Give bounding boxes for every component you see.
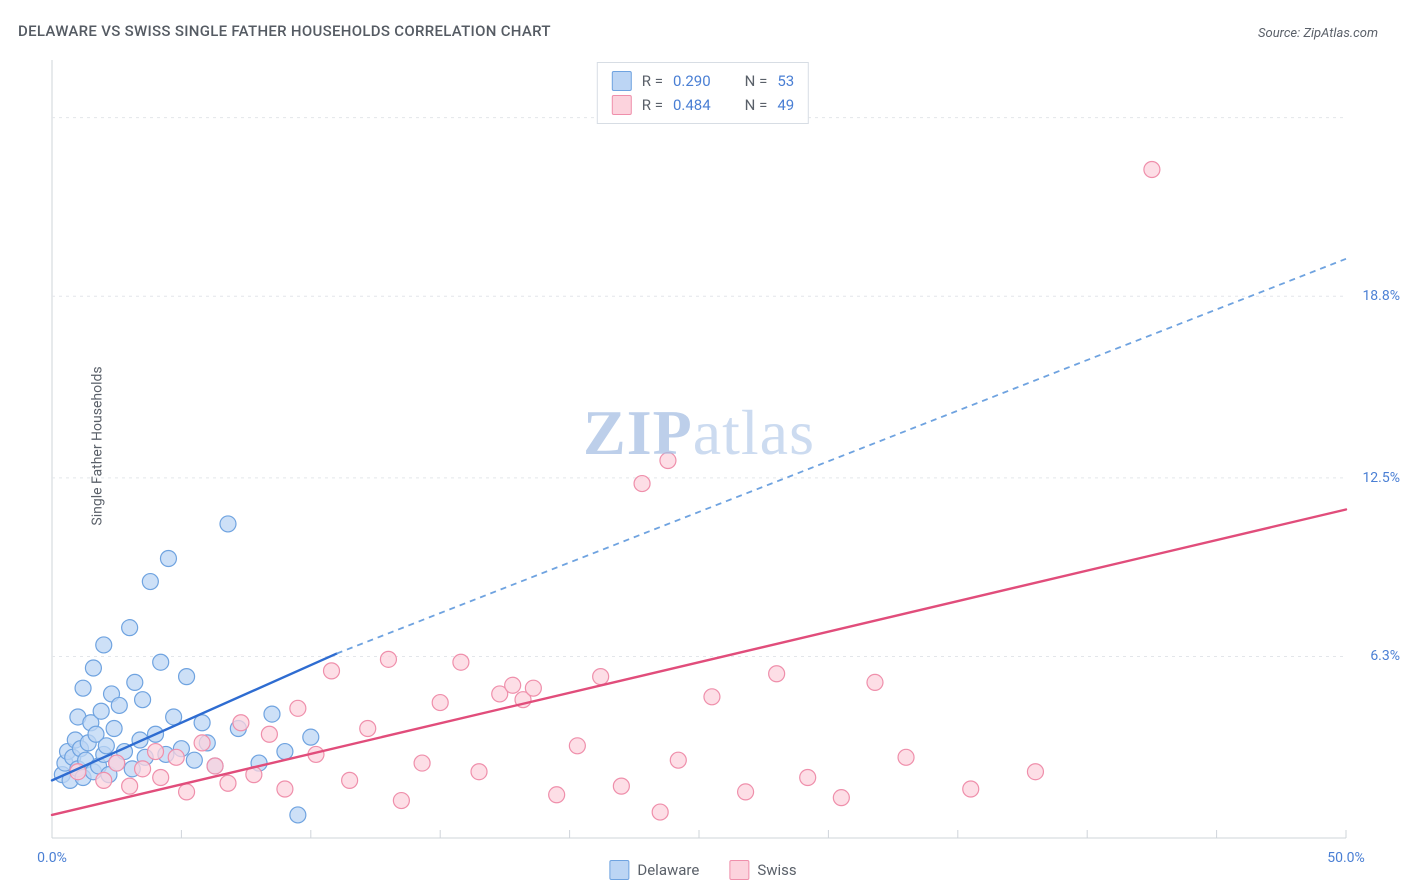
r-value: 0.290: [673, 72, 711, 90]
legend-swatch: [612, 95, 632, 115]
x-tick-label: 0.0%: [37, 850, 67, 866]
stats-legend: R = 0.290 N = 53 R = 0.484 N = 49: [597, 62, 809, 124]
n-label: N =: [745, 96, 768, 114]
bottom-legend-item: Swiss: [729, 860, 796, 880]
r-label: R =: [642, 72, 663, 90]
source-value: ZipAtlas.com: [1303, 26, 1378, 41]
stats-legend-row: R = 0.484 N = 49: [612, 93, 794, 117]
legend-label: Delaware: [637, 861, 699, 879]
bottom-legend: Delaware Swiss: [609, 860, 796, 880]
y-tick-label: 18.8%: [1362, 288, 1400, 304]
legend-swatch: [612, 71, 632, 91]
r-value: 0.484: [673, 96, 711, 114]
bottom-legend-item: Delaware: [609, 860, 699, 880]
source-label: Source:: [1258, 26, 1300, 41]
legend-swatch: [609, 860, 629, 880]
chart-title: DELAWARE VS SWISS SINGLE FATHER HOUSEHOL…: [18, 22, 551, 40]
legend-label: Swiss: [757, 861, 796, 879]
source-attribution: Source: ZipAtlas.com: [1258, 26, 1378, 41]
plot-svg: [52, 60, 1346, 838]
plot-area: ZIPatlas 6.3%12.5%18.8%0.0%50.0%: [52, 60, 1346, 838]
legend-swatch: [729, 860, 749, 880]
y-tick-label: 6.3%: [1370, 648, 1400, 664]
n-value: 53: [777, 72, 794, 90]
n-value: 49: [777, 96, 794, 114]
x-tick-label: 50.0%: [1327, 850, 1365, 866]
n-label: N =: [745, 72, 768, 90]
stats-legend-row: R = 0.290 N = 53: [612, 69, 794, 93]
chart-container: DELAWARE VS SWISS SINGLE FATHER HOUSEHOL…: [0, 0, 1406, 892]
r-label: R =: [642, 96, 663, 114]
y-tick-label: 12.5%: [1362, 470, 1400, 486]
